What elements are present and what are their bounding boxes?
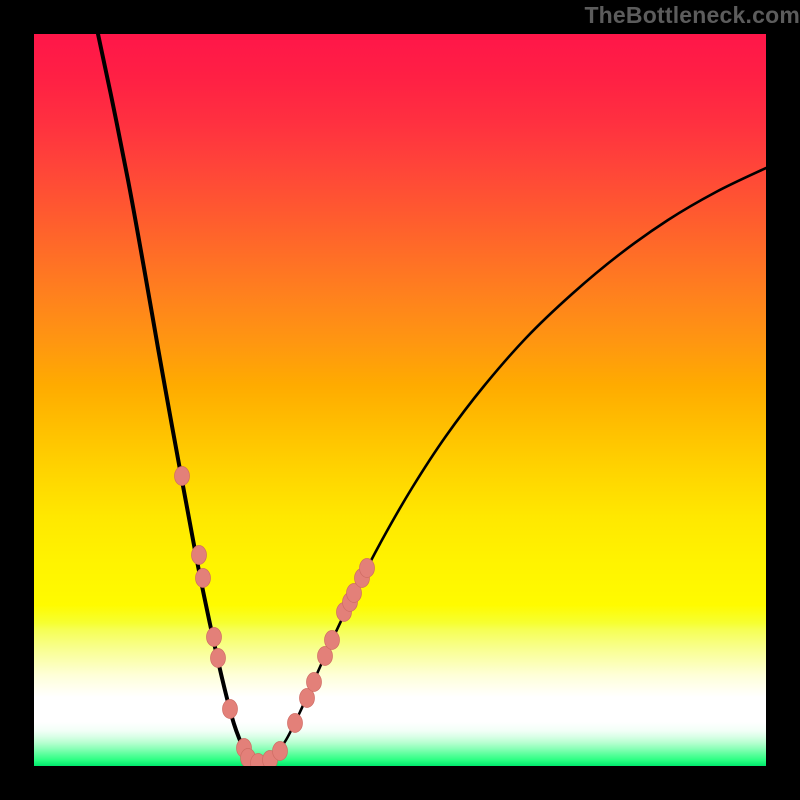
watermark-text: TheBottleneck.com — [584, 2, 800, 29]
data-marker — [325, 631, 340, 650]
data-marker — [207, 628, 222, 647]
data-markers — [175, 467, 375, 773]
stage: TheBottleneck.com — [0, 0, 800, 800]
data-marker — [307, 673, 322, 692]
bottleneck-curve-right — [262, 168, 766, 763]
data-marker — [196, 569, 211, 588]
data-marker — [192, 546, 207, 565]
data-marker — [175, 467, 190, 486]
data-marker — [223, 700, 238, 719]
plot-svg — [0, 0, 800, 800]
bottleneck-curve-left — [98, 34, 262, 763]
data-marker — [211, 649, 226, 668]
data-marker — [288, 714, 303, 733]
data-marker — [273, 742, 288, 761]
data-marker — [360, 559, 375, 578]
